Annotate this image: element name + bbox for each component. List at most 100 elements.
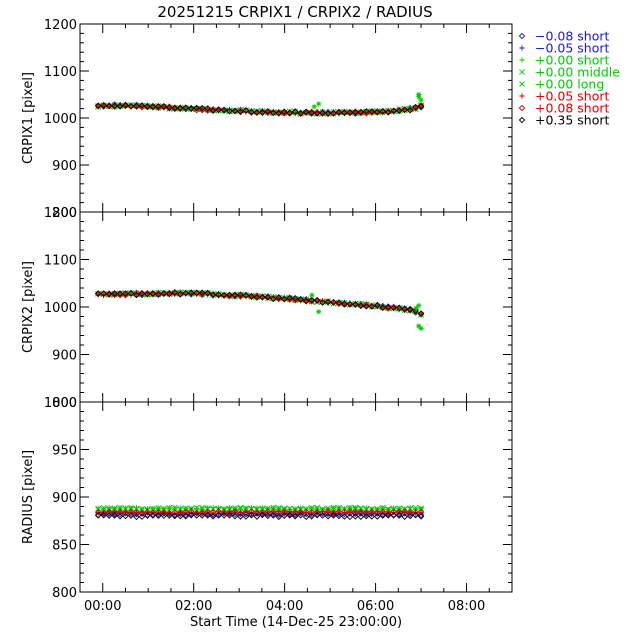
- legend-symbol: [518, 32, 526, 40]
- radius-point: [384, 509, 392, 517]
- radius-point: [105, 512, 113, 519]
- legend-symbol: [519, 81, 525, 87]
- radius-point: [253, 513, 261, 520]
- legend-label: +0.00 middle: [535, 65, 620, 80]
- crpix2-point: [253, 292, 261, 299]
- radius-y-tick-label: 800: [52, 586, 77, 601]
- radius-point: [242, 509, 250, 517]
- crpix1-point: [155, 105, 161, 111]
- crpix2-point: [406, 306, 414, 313]
- radius-point: [133, 509, 140, 516]
- legend-symbol: [519, 93, 525, 99]
- panel-crpix2: 800 900 1000 1100 1200 CRPIX2 [pixel]: [21, 206, 513, 411]
- crpix2-point: [324, 298, 332, 306]
- legend: −0.08 short−0.05 short+0.00 short+0.00 m…: [518, 29, 620, 128]
- radius-point: [177, 512, 184, 520]
- crpix1-point: [259, 109, 266, 116]
- crpix2-point: [111, 290, 118, 297]
- radius-point: [144, 511, 151, 519]
- crpix2-point: [281, 295, 288, 303]
- radius-point: [242, 513, 250, 520]
- radius-point: [166, 509, 173, 517]
- radius-point: [319, 512, 326, 519]
- crpix2-point: [204, 289, 211, 297]
- radius-point: [226, 509, 233, 517]
- crpix1-point: [264, 108, 272, 115]
- crpix2-point: [363, 301, 370, 308]
- crpix1-point: [363, 108, 370, 115]
- radius-point: [198, 509, 206, 517]
- radius-point: [177, 509, 184, 516]
- crpix2-point: [341, 301, 348, 308]
- radius-point: [155, 512, 162, 520]
- legend-label: +0.00 long: [535, 77, 604, 92]
- crpix2-point: [166, 289, 173, 297]
- radius-point: [417, 513, 425, 520]
- x-tick-label: 06:00: [357, 599, 394, 614]
- legend-symbol: [519, 45, 525, 51]
- radius-point: [144, 512, 151, 519]
- radius-point: [127, 512, 135, 519]
- crpix1-point: [155, 103, 162, 110]
- crpix2-point: [198, 289, 206, 296]
- crpix1-point: [341, 109, 348, 117]
- crpix1-point: [357, 109, 365, 117]
- radius-point: [209, 508, 217, 516]
- legend-symbol: [519, 57, 525, 63]
- crpix2-point: [302, 298, 310, 305]
- radius-y-tick-label: 850: [52, 539, 77, 554]
- radius-point: [155, 508, 162, 516]
- radius-y-tick-label: 900: [52, 491, 77, 506]
- chart-title: 20251215 CRPIX1 / CRPIX2 / RADIUS: [157, 3, 432, 21]
- radius-point: [220, 509, 228, 516]
- crpix2-point: [127, 290, 135, 297]
- crpix1-point: [182, 104, 189, 111]
- crpix1-point: [226, 107, 233, 115]
- crpix2-point: [341, 300, 348, 307]
- crpix1-point: [368, 109, 376, 116]
- radius-point: [122, 509, 129, 516]
- radius-point: [406, 509, 414, 516]
- crpix2-point: [133, 289, 140, 297]
- x-axis-label: Start Time (14-Dec-25 23:00:00): [190, 615, 402, 630]
- crpix2-point: [94, 290, 102, 297]
- radius-point: [291, 509, 299, 517]
- radius-point: [417, 511, 425, 519]
- radius-point: [94, 512, 102, 519]
- crpix2-point: [292, 297, 298, 303]
- crpix2-point: [122, 292, 129, 298]
- crpix1-point: [302, 109, 310, 116]
- radius-point: [313, 511, 321, 519]
- crpix2-point: [390, 304, 397, 312]
- radius-point: [111, 509, 118, 517]
- radius-point: [264, 512, 272, 520]
- crpix1-point: [209, 106, 217, 113]
- crpix1-point: [292, 110, 298, 117]
- crpix1-point: [205, 105, 211, 112]
- radius-point: [352, 509, 359, 516]
- radius-point: [308, 509, 315, 516]
- crpix1-point: [220, 106, 228, 114]
- crpix1-point: [291, 108, 299, 115]
- radius-point: [412, 511, 419, 519]
- crpix1-y-tick-label: 800: [52, 206, 77, 221]
- crpix2-y-tick-label: 1000: [44, 301, 77, 316]
- radius-point: [160, 509, 168, 516]
- radius-point: [291, 513, 299, 520]
- radius-point: [193, 512, 200, 519]
- radius-y-axis-title: RADIUS [pixel]: [21, 450, 36, 544]
- radius-point: [395, 508, 403, 516]
- radius-point: [138, 513, 146, 520]
- radius-point: [171, 512, 179, 520]
- crpix2-point: [193, 289, 200, 297]
- crpix1-outlier-point: [316, 101, 322, 107]
- crpix2-point: [155, 289, 162, 297]
- radius-point: [270, 510, 277, 518]
- crpix1-point: [275, 109, 283, 116]
- crpix1-point: [319, 109, 326, 117]
- crpix1-data: [94, 91, 425, 118]
- crpix1-point: [302, 108, 310, 115]
- crpix1-point: [313, 108, 321, 116]
- crpix1-point: [166, 104, 173, 111]
- radius-point: [330, 512, 337, 519]
